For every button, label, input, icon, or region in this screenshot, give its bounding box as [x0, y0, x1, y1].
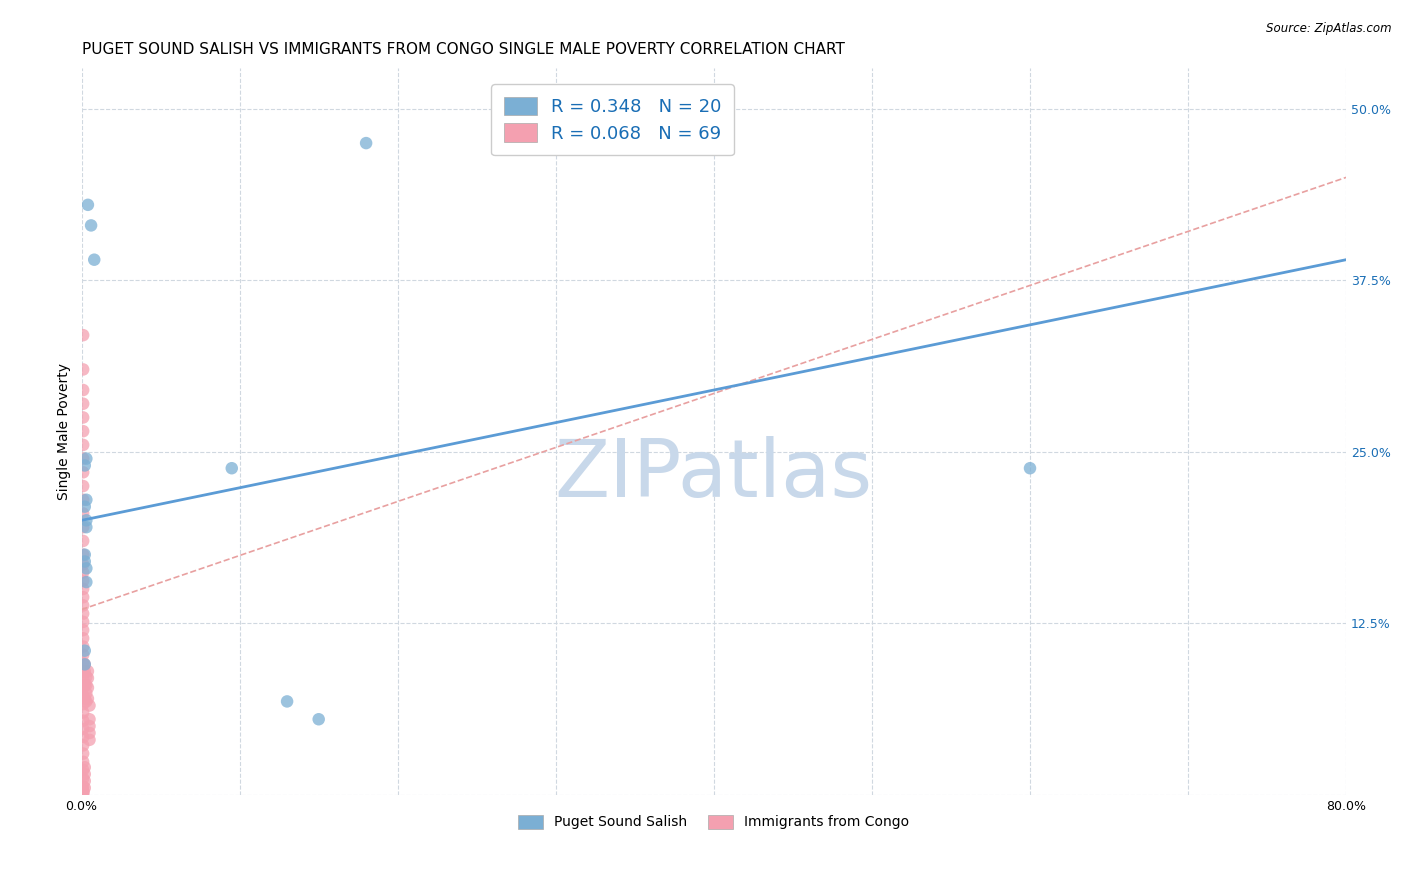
Point	[72, 520, 94, 534]
Point	[72, 722, 94, 736]
Point	[73, 643, 96, 657]
Text: PUGET SOUND SALISH VS IMMIGRANTS FROM CONGO SINGLE MALE POVERTY CORRELATION CHAR: PUGET SOUND SALISH VS IMMIGRANTS FROM CO…	[82, 42, 845, 57]
Point	[308, 712, 330, 726]
Point	[79, 732, 101, 747]
Point	[221, 461, 243, 475]
Point	[72, 424, 94, 438]
Point	[77, 665, 100, 679]
Point	[75, 561, 97, 575]
Point	[79, 719, 101, 733]
Point	[72, 615, 94, 629]
Point	[72, 574, 94, 588]
Point	[73, 500, 96, 514]
Point	[276, 694, 298, 708]
Y-axis label: Single Male Poverty: Single Male Poverty	[58, 363, 72, 500]
Point	[354, 136, 377, 150]
Point	[72, 648, 94, 662]
Point	[73, 774, 96, 789]
Point	[77, 691, 100, 706]
Point	[72, 689, 94, 703]
Point	[73, 554, 96, 568]
Point	[72, 451, 94, 466]
Text: Source: ZipAtlas.com: Source: ZipAtlas.com	[1267, 22, 1392, 36]
Point	[75, 520, 97, 534]
Point	[75, 492, 97, 507]
Point	[72, 632, 94, 646]
Point	[73, 780, 96, 795]
Point	[72, 410, 94, 425]
Point	[72, 780, 94, 794]
Point	[72, 785, 94, 799]
Point	[73, 678, 96, 692]
Point	[72, 786, 94, 800]
Point	[77, 681, 100, 695]
Point	[72, 362, 94, 376]
Point	[75, 513, 97, 527]
Text: ZIPatlas: ZIPatlas	[555, 436, 873, 514]
Point	[72, 706, 94, 720]
Point	[73, 657, 96, 672]
Point	[79, 698, 101, 713]
Point	[80, 219, 103, 233]
Point	[73, 767, 96, 781]
Point	[72, 607, 94, 621]
Point	[75, 451, 97, 466]
Point	[72, 783, 94, 797]
Point	[77, 671, 100, 685]
Point	[72, 747, 94, 761]
Point	[79, 726, 101, 740]
Point	[73, 665, 96, 679]
Point	[73, 760, 96, 774]
Point	[77, 198, 100, 212]
Point	[72, 438, 94, 452]
Point	[72, 548, 94, 562]
Point	[73, 458, 96, 473]
Point	[72, 739, 94, 753]
Legend: Puget Sound Salish, Immigrants from Congo: Puget Sound Salish, Immigrants from Cong…	[513, 809, 915, 835]
Point	[72, 681, 94, 695]
Point	[75, 686, 97, 700]
Point	[72, 783, 94, 797]
Point	[75, 575, 97, 590]
Point	[79, 712, 101, 726]
Point	[72, 673, 94, 687]
Point	[72, 665, 94, 679]
Point	[83, 252, 105, 267]
Point	[72, 714, 94, 728]
Point	[1019, 461, 1042, 475]
Point	[72, 656, 94, 670]
Point	[72, 397, 94, 411]
Point	[75, 678, 97, 692]
Point	[72, 755, 94, 769]
Point	[75, 694, 97, 708]
Point	[72, 771, 94, 785]
Point	[72, 786, 94, 800]
Point	[72, 623, 94, 637]
Point	[72, 590, 94, 604]
Point	[72, 383, 94, 397]
Point	[72, 640, 94, 654]
Point	[75, 670, 97, 684]
Point	[72, 466, 94, 480]
Point	[72, 582, 94, 596]
Point	[72, 763, 94, 777]
Point	[72, 558, 94, 572]
Point	[73, 548, 96, 562]
Point	[72, 479, 94, 493]
Point	[72, 697, 94, 711]
Point	[72, 492, 94, 507]
Point	[72, 566, 94, 580]
Point	[72, 507, 94, 521]
Point	[72, 328, 94, 343]
Point	[72, 533, 94, 548]
Point	[73, 657, 96, 672]
Point	[72, 730, 94, 744]
Point	[73, 691, 96, 706]
Point	[72, 599, 94, 613]
